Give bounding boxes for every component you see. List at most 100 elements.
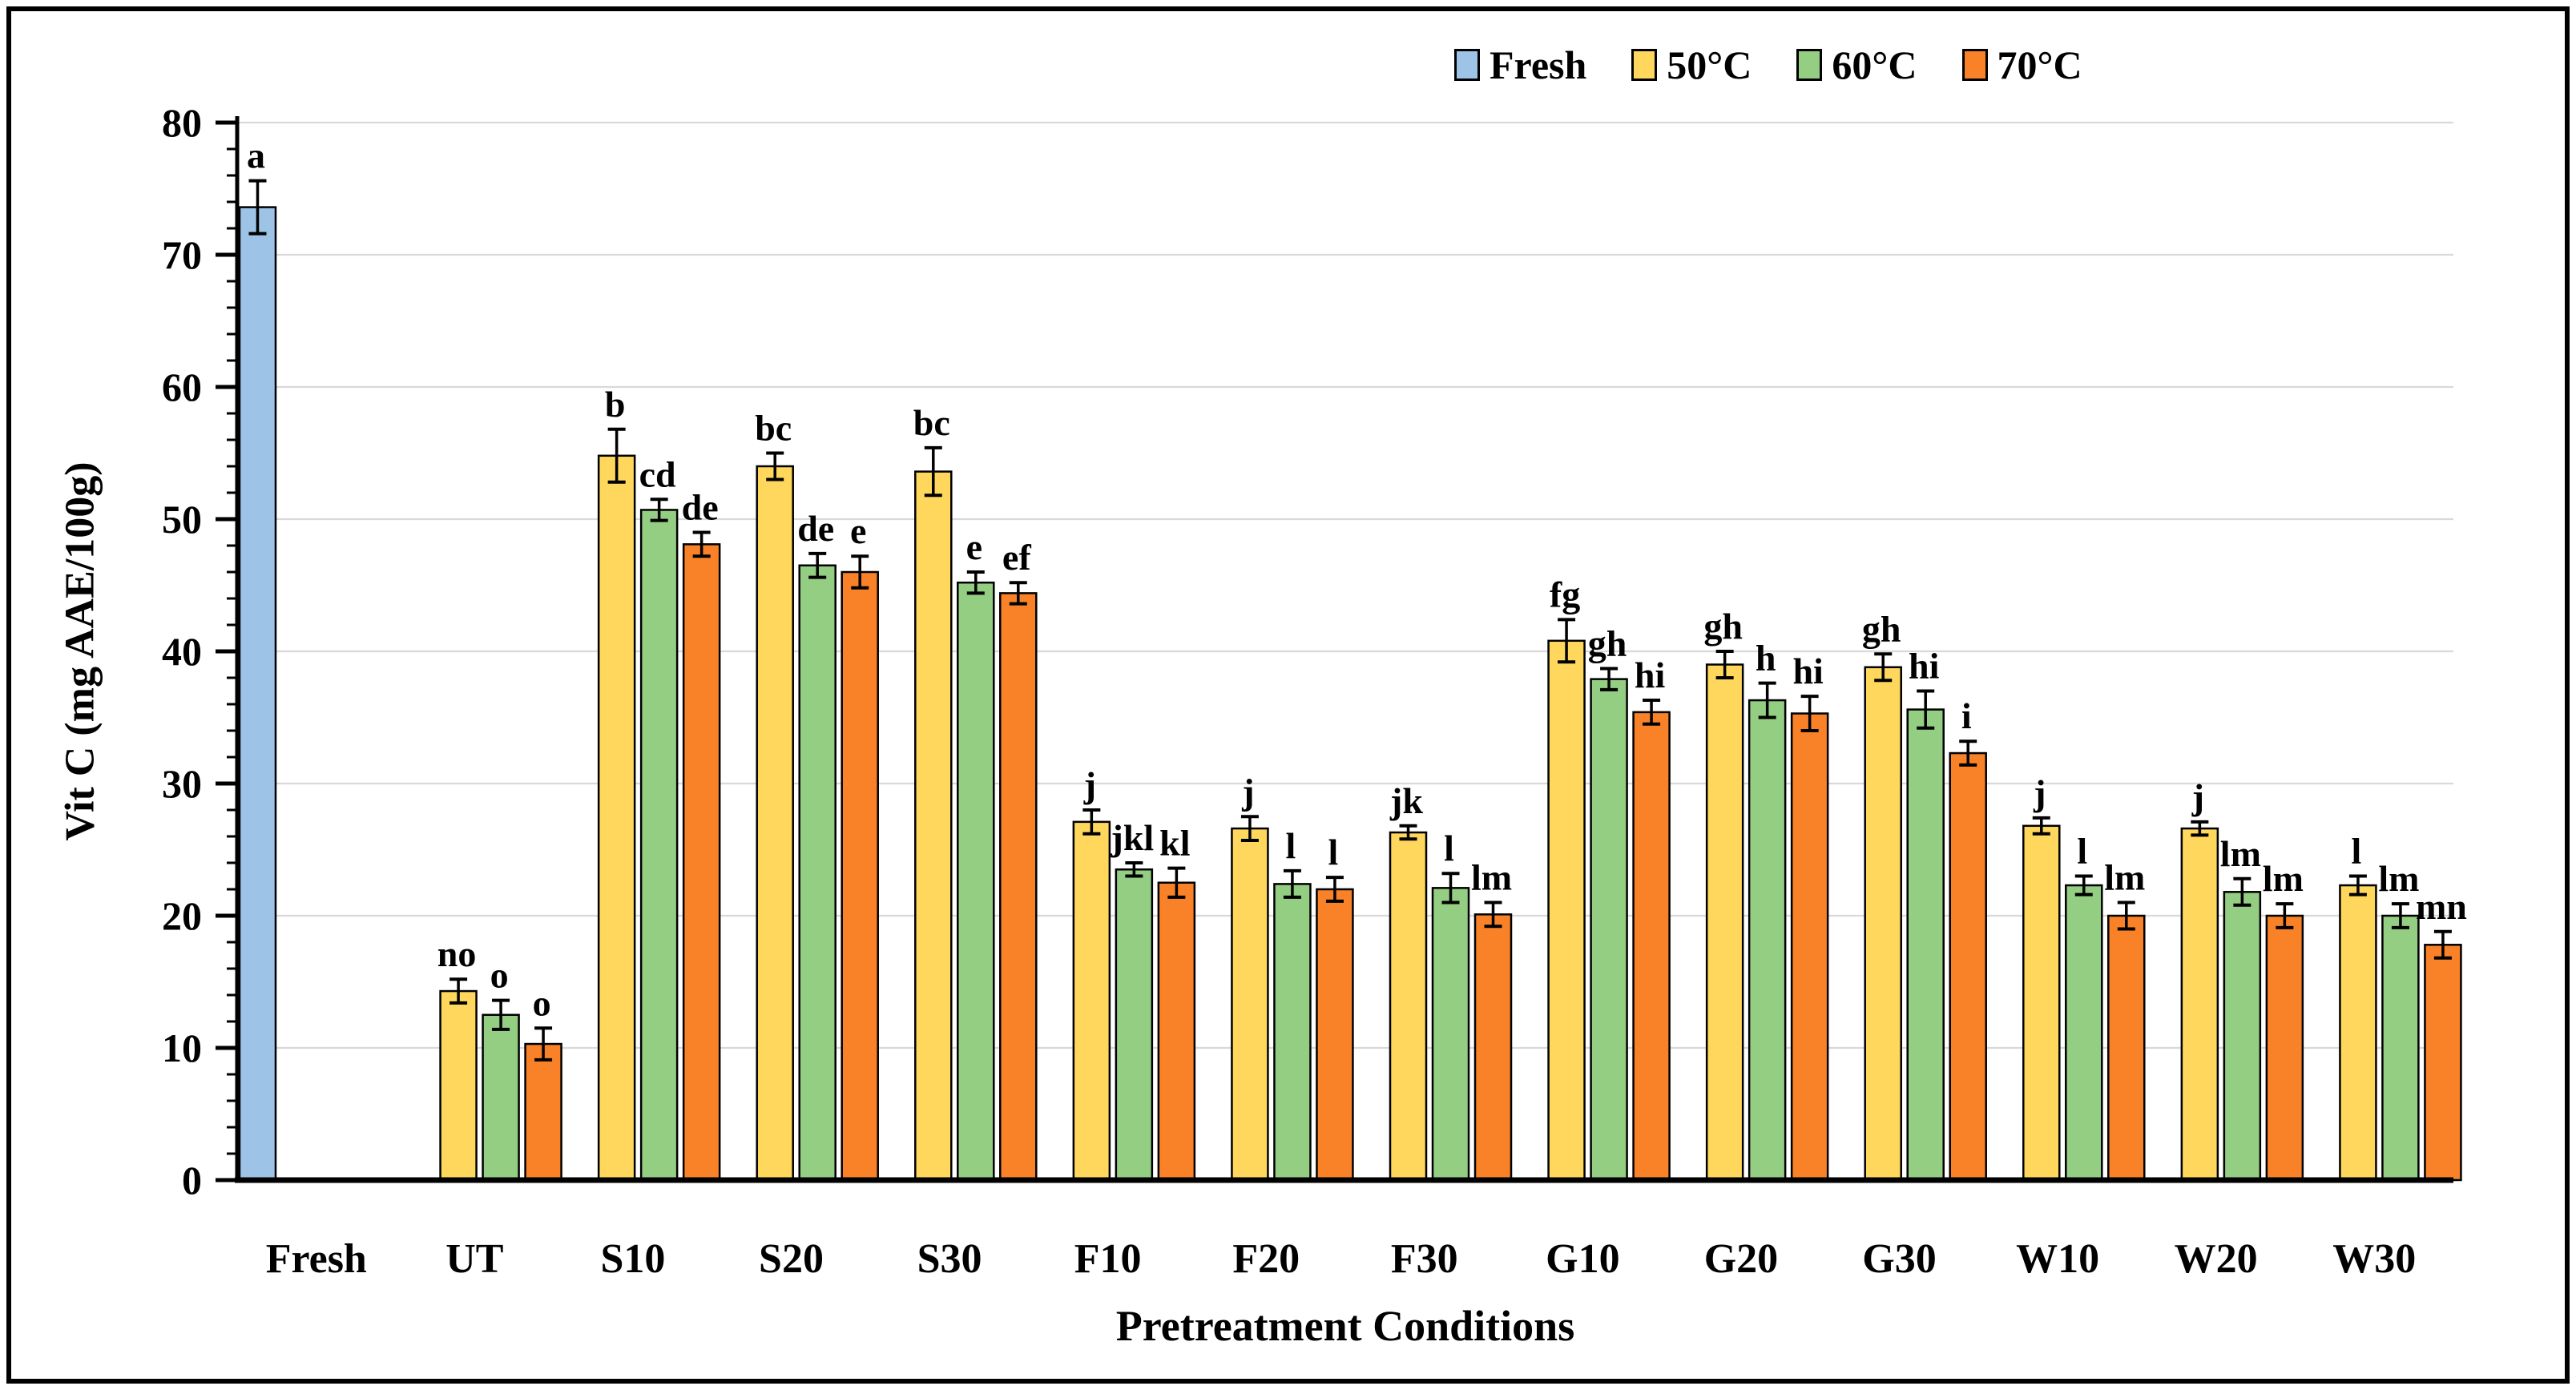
- y-tick-label-70: 70: [162, 232, 202, 277]
- bar-G20-60°C: [1748, 699, 1787, 1182]
- y-tick-label-60: 60: [162, 365, 202, 409]
- legend-swatch-Fresh: [1454, 49, 1480, 81]
- legend-label-Fresh: Fresh: [1490, 42, 1587, 87]
- bar-S20-50°C: [756, 465, 794, 1182]
- sig-letter-Fresh-Fresh: a: [247, 135, 265, 176]
- x-axis-title: Pretreatment Conditions: [1115, 1302, 1575, 1350]
- sig-letter-S30-60°C: e: [966, 526, 982, 567]
- x-tick-label-W30: W30: [2332, 1236, 2416, 1282]
- bar-UT-70°C: [524, 1042, 562, 1182]
- sig-letter-F10-60°C: jkl: [1111, 817, 1155, 858]
- legend-item-70°C: 70°C: [1961, 42, 2082, 87]
- bar-W30-60°C: [2381, 914, 2420, 1182]
- bar-F10-50°C: [1072, 820, 1111, 1182]
- bar-F20-70°C: [1316, 888, 1354, 1182]
- x-tick-label-UT: UT: [445, 1236, 503, 1282]
- bar-W20-70°C: [2265, 914, 2304, 1182]
- sig-letter-W30-60°C: lm: [2378, 858, 2419, 899]
- bar-S20-60°C: [798, 564, 836, 1182]
- sig-letter-UT-70°C: o: [533, 982, 551, 1023]
- bar-G20-50°C: [1705, 663, 1744, 1182]
- bar-W10-70°C: [2107, 914, 2146, 1182]
- sig-letter-G20-70°C: hi: [1792, 651, 1824, 691]
- bar-S30-60°C: [957, 581, 995, 1182]
- bar-W30-70°C: [2424, 944, 2462, 1182]
- bar-S10-50°C: [597, 454, 636, 1182]
- legend-swatch-60°C: [1796, 49, 1823, 81]
- sig-letter-F30-60°C: l: [1444, 828, 1454, 868]
- sig-letter-W20-70°C: lm: [2263, 858, 2304, 899]
- bar-G10-60°C: [1590, 678, 1628, 1182]
- bar-S10-70°C: [682, 543, 721, 1182]
- y-tick-label-80: 80: [162, 100, 202, 145]
- sig-letter-G20-50°C: gh: [1703, 606, 1743, 647]
- sig-letter-W10-50°C: j: [2033, 772, 2046, 813]
- bar-W30-50°C: [2339, 884, 2377, 1182]
- y-axis-title: Vit C (mg AAE/100g): [57, 461, 103, 841]
- bar-G30-60°C: [1906, 708, 1945, 1182]
- bar-F20-60°C: [1273, 883, 1312, 1182]
- bar-W20-60°C: [2223, 891, 2262, 1182]
- x-tick-label-S30: S30: [917, 1236, 982, 1282]
- legend-swatch-70°C: [1961, 49, 1988, 81]
- bar-W20-50°C: [2180, 827, 2219, 1182]
- legend-label-60°C: 60°C: [1832, 42, 1917, 87]
- bar-F10-70°C: [1157, 881, 1196, 1182]
- x-tick-label-F30: F30: [1391, 1236, 1458, 1282]
- legend-item-50°C: 50°C: [1631, 45, 1752, 85]
- x-tick-label-W20: W20: [2175, 1236, 2258, 1282]
- sig-letter-S20-70°C: e: [850, 510, 866, 551]
- sig-letter-G10-60°C: gh: [1588, 622, 1627, 663]
- sig-letter-F30-50°C: jk: [1389, 780, 1423, 821]
- sig-letter-G20-60°C: h: [1756, 638, 1776, 679]
- bar-F30-50°C: [1389, 831, 1428, 1182]
- legend-label-50°C: 50°C: [1667, 42, 1752, 87]
- sig-letter-F20-60°C: l: [1286, 825, 1296, 866]
- y-tick-label-10: 10: [162, 1025, 202, 1070]
- x-tick-label-S20: S20: [759, 1236, 824, 1282]
- y-tick-label-30: 30: [162, 761, 202, 806]
- sig-letter-S10-60°C: cd: [639, 453, 676, 494]
- sig-letter-W10-60°C: l: [2077, 831, 2087, 872]
- bar-Fresh-Fresh: [238, 206, 277, 1182]
- bar-F20-50°C: [1231, 827, 1269, 1182]
- bar-UT-60°C: [482, 1013, 520, 1182]
- sig-letter-S30-70°C: ef: [1002, 537, 1031, 578]
- sig-letter-S10-50°C: b: [605, 384, 626, 425]
- sig-letter-G30-50°C: gh: [1862, 608, 1901, 649]
- sig-letter-G10-70°C: hi: [1635, 655, 1666, 695]
- sig-letter-F20-50°C: j: [1241, 771, 1254, 812]
- sig-letter-F20-70°C: l: [1328, 832, 1339, 872]
- bar-S10-60°C: [639, 509, 679, 1182]
- bar-F30-70°C: [1473, 913, 1513, 1182]
- y-tick-label-50: 50: [162, 497, 202, 542]
- sig-letter-W30-70°C: mn: [2416, 886, 2467, 927]
- sig-letter-W10-70°C: lm: [2104, 857, 2145, 898]
- x-tick-label-F20: F20: [1232, 1236, 1300, 1282]
- legend-label-70°C: 70°C: [1997, 42, 2082, 87]
- legend-item-Fresh: Fresh: [1454, 45, 1586, 85]
- x-tick-label-F10: F10: [1074, 1236, 1142, 1282]
- sig-letter-W30-50°C: l: [2352, 831, 2362, 872]
- sig-letter-S20-50°C: bc: [755, 408, 792, 449]
- sig-letter-S30-50°C: bc: [913, 402, 950, 443]
- y-tick-label-20: 20: [162, 893, 202, 938]
- x-tick-label-Fresh: Fresh: [266, 1236, 367, 1282]
- bar-F10-60°C: [1115, 868, 1154, 1182]
- bar-S30-50°C: [914, 470, 953, 1182]
- bar-F30-60°C: [1431, 887, 1470, 1182]
- sig-letter-F30-70°C: lm: [1471, 857, 1512, 898]
- sig-letter-W20-50°C: j: [2191, 776, 2204, 817]
- bar-G10-70°C: [1632, 711, 1671, 1182]
- sig-letter-UT-60°C: o: [490, 955, 509, 996]
- bar-S30-70°C: [999, 592, 1038, 1182]
- sig-letter-S10-70°C: de: [682, 487, 719, 528]
- x-tick-label-S10: S10: [600, 1236, 665, 1282]
- y-tick-label-0: 0: [182, 1158, 202, 1203]
- x-tick-label-W10: W10: [2016, 1236, 2099, 1282]
- bar-S20-70°C: [841, 570, 879, 1182]
- sig-letter-W20-60°C: lm: [2220, 833, 2261, 874]
- x-tick-label-G30: G30: [1862, 1236, 1936, 1282]
